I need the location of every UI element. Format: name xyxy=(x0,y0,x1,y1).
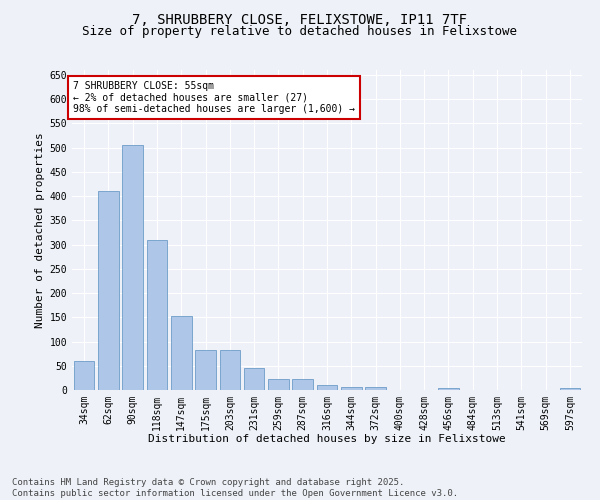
Text: Size of property relative to detached houses in Felixstowe: Size of property relative to detached ho… xyxy=(83,25,517,38)
Bar xyxy=(244,368,265,390)
Bar xyxy=(438,388,459,390)
Bar xyxy=(74,361,94,390)
Bar xyxy=(341,386,362,390)
Bar xyxy=(171,316,191,390)
Bar xyxy=(98,191,119,390)
Y-axis label: Number of detached properties: Number of detached properties xyxy=(35,132,46,328)
Bar xyxy=(268,380,289,390)
Text: 7, SHRUBBERY CLOSE, FELIXSTOWE, IP11 7TF: 7, SHRUBBERY CLOSE, FELIXSTOWE, IP11 7TF xyxy=(133,12,467,26)
Text: 7 SHRUBBERY CLOSE: 55sqm
← 2% of detached houses are smaller (27)
98% of semi-de: 7 SHRUBBERY CLOSE: 55sqm ← 2% of detache… xyxy=(73,80,355,114)
Bar xyxy=(195,350,216,390)
Bar xyxy=(122,145,143,390)
Bar xyxy=(292,380,313,390)
Bar xyxy=(560,388,580,390)
Bar xyxy=(317,385,337,390)
X-axis label: Distribution of detached houses by size in Felixstowe: Distribution of detached houses by size … xyxy=(148,434,506,444)
Bar xyxy=(365,387,386,390)
Text: Contains HM Land Registry data © Crown copyright and database right 2025.
Contai: Contains HM Land Registry data © Crown c… xyxy=(12,478,458,498)
Bar xyxy=(220,350,240,390)
Bar xyxy=(146,240,167,390)
